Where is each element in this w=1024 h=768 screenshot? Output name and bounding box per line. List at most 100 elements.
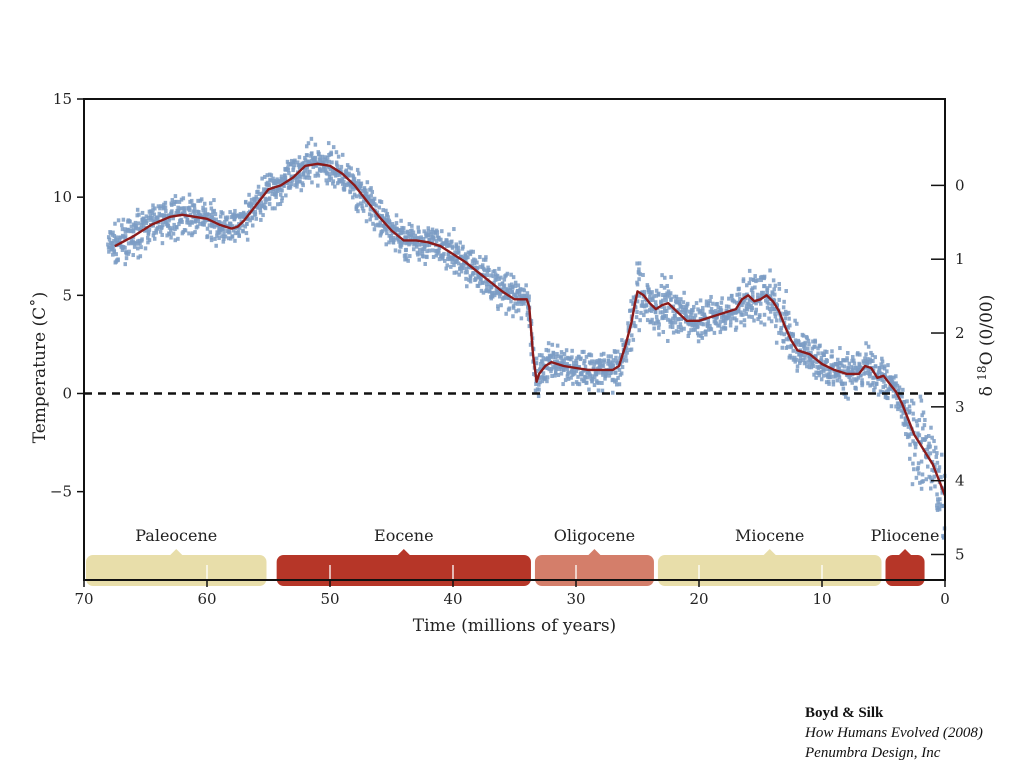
data-point [487,289,492,294]
data-point [265,180,270,185]
data-point [422,247,426,252]
data-point [681,304,685,309]
data-point [550,374,554,379]
data-point [816,346,820,351]
data-point [631,337,636,342]
data-point [640,290,645,295]
data-point [635,299,640,304]
data-point [192,210,197,215]
data-point [566,376,571,381]
data-point [449,240,453,245]
data-point [443,258,447,263]
data-point [275,177,279,182]
data-point [402,226,406,231]
data-point [599,358,603,363]
data-point [735,300,739,305]
epoch-pointer [763,549,776,555]
data-point [140,210,145,215]
data-point [463,252,468,257]
data-point [243,224,248,229]
data-point [500,287,505,292]
data-point [920,472,925,477]
data-point [679,316,684,321]
data-point [518,287,523,292]
data-point [744,304,749,309]
data-point [123,245,127,250]
data-point [670,325,675,330]
data-point [940,452,944,457]
data-point [712,330,717,335]
data-point [339,169,343,174]
data-point [848,378,853,383]
data-point [905,399,909,404]
data-point [614,355,618,360]
data-point [267,202,272,207]
data-point [269,188,273,193]
data-point [795,349,799,354]
data-point [762,274,767,279]
data-point [873,355,877,360]
data-point [248,218,252,223]
data-point [684,312,688,317]
epoch-bar [86,555,267,586]
data-point [410,240,414,245]
data-point [617,367,622,372]
epoch-label: Miocene [735,526,804,545]
data-point [391,240,396,245]
data-point [414,244,419,249]
data-point [171,231,176,236]
data-point [413,233,418,238]
data-point [259,217,263,222]
data-point [495,273,500,278]
data-point [557,366,561,371]
data-point [919,486,924,491]
data-point [929,486,933,491]
data-point [237,233,241,238]
data-point [228,230,232,235]
data-point [450,244,455,249]
data-point [300,162,304,167]
data-point [838,346,842,351]
data-point [829,363,833,368]
data-point [711,301,715,306]
data-point [464,276,468,281]
data-point [772,287,776,292]
data-point [587,387,591,392]
y-tick-label: 0 [62,384,72,402]
data-point [654,293,659,298]
data-point [904,432,908,437]
data-point [935,503,939,508]
data-point [317,151,321,156]
data-point [179,197,184,202]
data-point [823,367,828,372]
data-point [552,359,557,364]
data-point [637,277,641,282]
data-point [158,229,163,234]
data-point [839,379,843,384]
data-point [825,359,829,364]
data-point [136,246,140,251]
data-point [799,356,803,361]
data-point [919,459,924,464]
data-point [334,160,339,165]
data-point [505,287,510,292]
data-point [507,295,511,300]
data-point [760,293,764,298]
data-point [586,375,590,380]
data-point [541,371,546,376]
data-point [134,241,138,246]
data-point [651,298,655,303]
data-point [708,323,712,328]
data-point [722,318,726,323]
data-point [392,237,396,242]
data-point [938,502,942,507]
data-point [177,199,182,204]
data-point [209,238,214,243]
data-point [703,329,708,334]
data-point [653,321,658,326]
data-point [542,377,547,382]
data-point [368,217,372,222]
data-point [259,200,264,205]
smoothed-temperature-line [114,162,947,497]
data-point [595,366,600,371]
